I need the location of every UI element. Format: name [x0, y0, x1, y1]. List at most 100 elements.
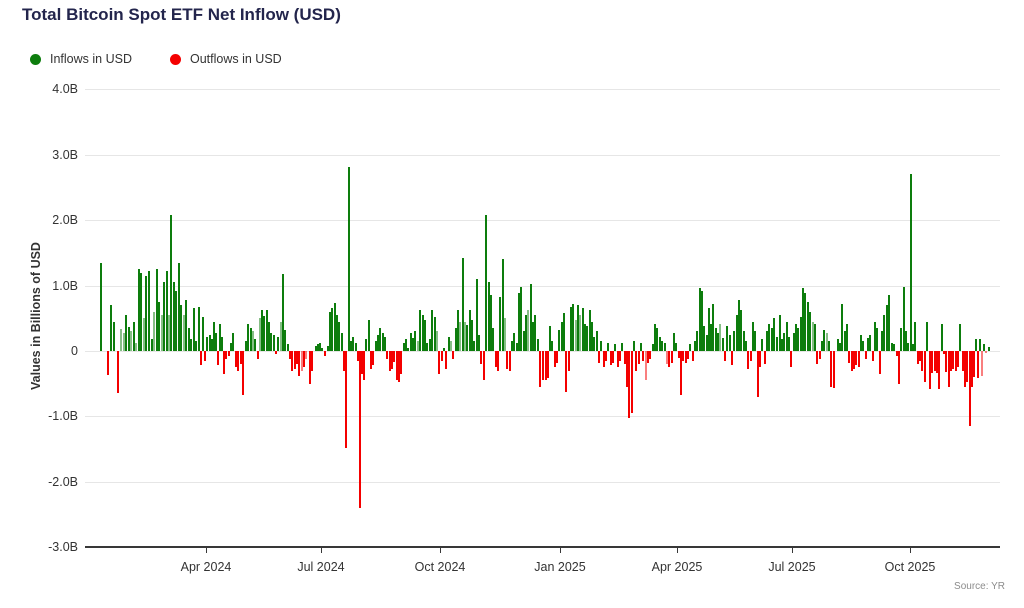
inflow-bar	[490, 295, 492, 351]
inflow-bar	[429, 339, 431, 351]
outflow-bar	[969, 351, 971, 427]
outflow-bar	[692, 351, 694, 361]
inflow-bar	[384, 336, 386, 351]
inflow-bar	[814, 323, 816, 351]
inflow-bar	[417, 341, 419, 351]
inflow-bar	[163, 282, 165, 351]
outflow-bar	[107, 351, 109, 375]
inflow-bar	[410, 332, 412, 351]
outflow-bar	[357, 351, 359, 361]
outflow-bar	[934, 351, 936, 371]
inflow-bar	[558, 330, 560, 351]
inflow-bar	[652, 344, 654, 351]
y-tick-label: 4.0B	[52, 82, 78, 96]
inflow-bar	[336, 315, 338, 351]
legend-item-inflows[interactable]: Inflows in USD	[30, 52, 132, 66]
inflow-bar	[471, 319, 473, 351]
inflow-bar	[912, 344, 914, 351]
outflow-bar	[851, 351, 853, 371]
inflow-bar	[193, 308, 195, 351]
outflow-bar	[685, 351, 687, 363]
legend-item-outflows[interactable]: Outflows in USD	[169, 52, 282, 66]
outflow-bar	[545, 351, 547, 381]
outflow-bar	[936, 351, 938, 373]
outflow-bar	[747, 351, 749, 370]
outflow-bar	[438, 351, 440, 374]
inflow-bar	[377, 334, 379, 351]
outflow-bar	[372, 351, 374, 366]
inflow-bar	[844, 331, 846, 351]
inflow-bar	[907, 343, 909, 351]
outflow-bar	[819, 351, 821, 359]
outflow-bar	[291, 351, 293, 371]
inflow-bar	[862, 341, 864, 351]
outflow-bar	[631, 351, 633, 414]
inflow-bar	[125, 315, 127, 351]
inflow-bar	[221, 336, 223, 351]
inflow-bar	[198, 306, 200, 351]
inflow-bar	[161, 315, 163, 351]
outflow-bar	[872, 351, 874, 361]
inflow-bar	[511, 341, 513, 351]
inflow-bar	[733, 331, 735, 351]
inflow-bar	[315, 345, 317, 351]
inflow-bar	[905, 331, 907, 351]
inflow-bar	[180, 305, 182, 351]
inflow-bar	[673, 332, 675, 351]
outflow-bar	[257, 351, 259, 359]
x-tick-label: Apr 2024	[180, 560, 232, 574]
outflow-bar	[919, 351, 921, 361]
inflow-bar	[975, 339, 977, 351]
gridline	[85, 155, 1000, 156]
outflow-bar	[480, 351, 482, 365]
inflow-bar	[706, 334, 708, 351]
outflow-bar	[345, 351, 347, 448]
inflow-bar	[485, 214, 487, 351]
inflow-bar	[466, 324, 468, 351]
outflow-bar	[680, 351, 682, 396]
inflow-bar	[273, 334, 275, 351]
inflow-bar	[252, 331, 254, 351]
gridline	[85, 482, 1000, 483]
outflow-bar	[964, 351, 966, 387]
inflow-bar	[570, 307, 572, 351]
inflow-bar	[736, 315, 738, 351]
inflow-bar	[422, 315, 424, 351]
inflow-bar	[579, 315, 581, 351]
inflow-bar	[261, 310, 263, 351]
outflow-bar	[303, 351, 305, 368]
x-tick-mark	[792, 547, 793, 553]
outflow-bar	[398, 351, 400, 383]
inflow-bar	[821, 341, 823, 351]
outflow-bar	[865, 351, 867, 359]
inflow-bar	[876, 328, 878, 351]
outflow-bar	[635, 351, 637, 371]
outflow-bar	[724, 351, 726, 361]
inflow-bar	[492, 328, 494, 351]
inflow-bar	[768, 323, 770, 351]
inflow-dot-icon	[30, 53, 41, 65]
outflow-bar	[948, 351, 950, 387]
outflow-bar	[294, 351, 296, 370]
x-tick-mark	[321, 547, 322, 553]
outflow-bar	[682, 351, 684, 361]
inflow-bar	[781, 339, 783, 351]
inflow-bar	[633, 341, 635, 351]
inflow-bar	[572, 303, 574, 351]
y-tick-label: 2.0B	[52, 213, 78, 227]
y-tick-label: -1.0B	[48, 409, 78, 423]
inflow-bar	[696, 331, 698, 351]
outflow-bar	[731, 351, 733, 366]
inflow-bar	[202, 316, 204, 351]
inflow-bar	[743, 331, 745, 351]
outflow-bar	[917, 351, 919, 365]
inflow-bar	[434, 316, 436, 351]
inflow-bar	[504, 318, 506, 351]
inflow-bar	[183, 315, 185, 351]
inflow-bar	[776, 336, 778, 351]
inflow-bar	[530, 284, 532, 351]
inflow-bar	[893, 344, 895, 351]
inflow-bar	[941, 323, 943, 351]
outflow-bar	[228, 351, 230, 357]
inflow-bar	[206, 336, 208, 351]
